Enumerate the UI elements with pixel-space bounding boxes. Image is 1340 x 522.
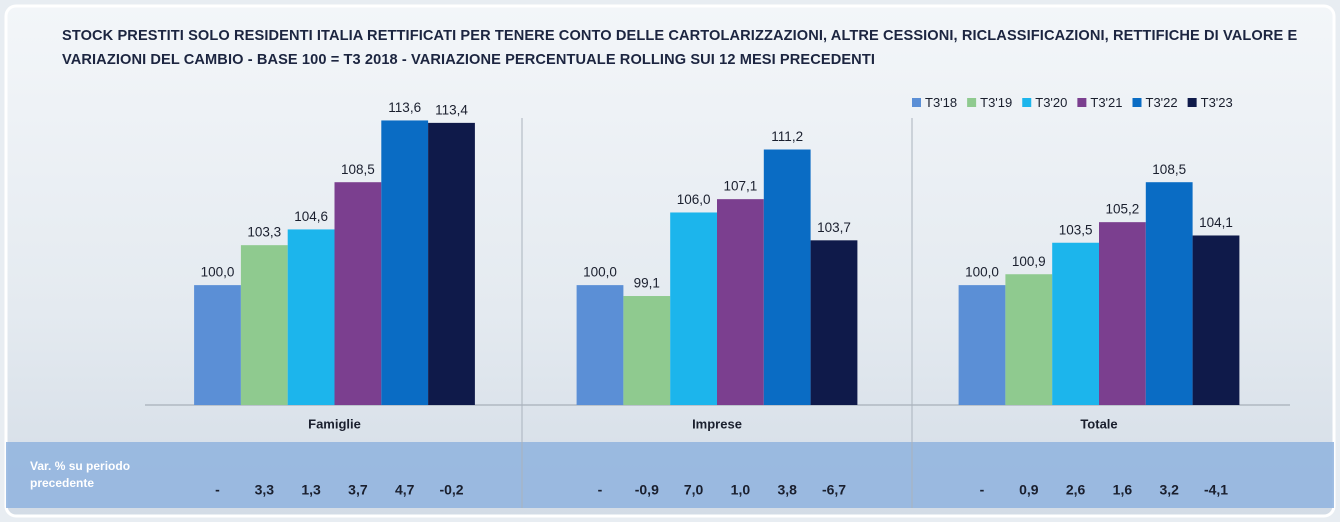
legend-label: T3'19 xyxy=(980,95,1012,110)
legend-label: T3'20 xyxy=(1035,95,1067,110)
bar xyxy=(428,122,475,405)
bar xyxy=(670,212,717,405)
value-label: 100,0 xyxy=(583,265,617,280)
legend-swatch xyxy=(1022,98,1032,107)
value-label: 105,2 xyxy=(1106,202,1140,217)
bar xyxy=(194,285,241,405)
row-label: Var. % su periodo precedente xyxy=(30,459,131,490)
bar xyxy=(1145,182,1193,405)
value-label: 104,6 xyxy=(294,209,328,224)
bar xyxy=(1052,242,1099,405)
change-value: - xyxy=(980,482,985,498)
legend-label: T3'22 xyxy=(1146,95,1178,110)
bar xyxy=(623,296,671,405)
bar xyxy=(1005,274,1053,405)
change-value: 2,6 xyxy=(1066,482,1086,498)
value-label: 100,0 xyxy=(201,265,235,280)
change-value: -4,1 xyxy=(1204,482,1228,498)
value-label: 100,0 xyxy=(965,265,999,280)
value-label: 103,5 xyxy=(1059,222,1093,237)
legend-swatch xyxy=(912,98,921,107)
change-value: 0,9 xyxy=(1019,482,1039,498)
change-value: 3,8 xyxy=(777,482,797,498)
change-value: 3,3 xyxy=(255,482,275,498)
bar xyxy=(334,182,382,405)
bar xyxy=(240,245,288,405)
legend-swatch xyxy=(1132,98,1142,107)
value-label: 113,6 xyxy=(388,100,421,115)
change-value: 7,0 xyxy=(684,482,704,498)
legend-label: T3'23 xyxy=(1201,95,1233,110)
value-label: 103,3 xyxy=(247,225,281,240)
value-label: 100,9 xyxy=(1012,254,1046,269)
change-value: 4,7 xyxy=(395,482,415,498)
bar xyxy=(287,229,335,405)
value-label: 113,4 xyxy=(435,102,468,117)
change-value: -6,7 xyxy=(822,482,846,498)
chart-title: STOCK PRESTITI SOLO RESIDENTI ITALIA RET… xyxy=(62,28,1298,68)
change-value: 1,3 xyxy=(301,482,321,498)
legend-swatch xyxy=(967,98,977,107)
bar xyxy=(717,199,764,405)
change-value: -0,2 xyxy=(439,482,463,498)
value-label: 108,5 xyxy=(341,162,375,177)
legend-label: T3'18 xyxy=(925,95,957,110)
bar xyxy=(810,240,858,405)
bar xyxy=(576,285,624,405)
value-label: 103,7 xyxy=(817,220,851,235)
legend-swatch xyxy=(1077,98,1087,107)
bar xyxy=(1192,235,1240,405)
bar xyxy=(958,285,1006,405)
change-band xyxy=(6,442,1334,508)
bar xyxy=(381,120,429,405)
value-label: 106,0 xyxy=(677,192,711,207)
change-value: 1,6 xyxy=(1113,482,1133,498)
value-label: 104,1 xyxy=(1199,215,1233,230)
value-label: 107,1 xyxy=(724,179,758,194)
x-tick-label: Famiglie xyxy=(308,416,361,431)
x-tick-label: Totale xyxy=(1080,416,1117,431)
x-tick-label: Imprese xyxy=(692,416,742,431)
value-label: 108,5 xyxy=(1152,162,1186,177)
legend-swatch xyxy=(1187,98,1197,107)
change-value: 3,2 xyxy=(1159,482,1179,498)
change-value: - xyxy=(598,482,603,498)
change-value: - xyxy=(215,482,220,498)
value-label: 99,1 xyxy=(634,276,660,291)
change-value: 1,0 xyxy=(731,482,751,498)
legend-label: T3'21 xyxy=(1090,95,1122,110)
bar xyxy=(763,149,811,405)
change-value: -0,9 xyxy=(635,482,659,498)
bar xyxy=(1099,222,1146,405)
value-label: 111,2 xyxy=(771,129,803,144)
change-value: 3,7 xyxy=(348,482,368,498)
